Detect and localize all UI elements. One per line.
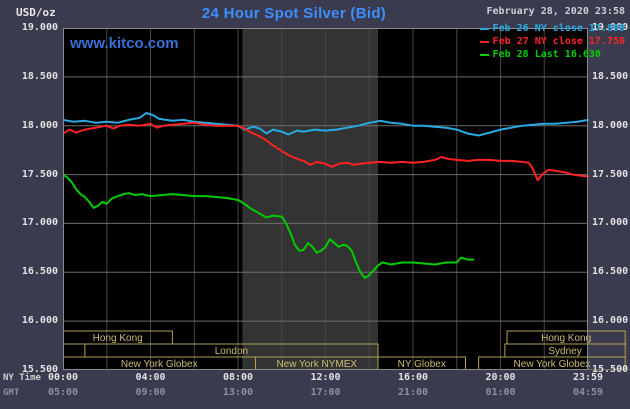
session-box [377, 356, 466, 370]
x-tick-gmt: 01:00 [485, 387, 516, 398]
legend-line-marker [479, 53, 489, 56]
plot-border [63, 28, 588, 370]
x-tick-gmt: 13:00 [222, 387, 254, 398]
y-axis-tick-right: 18.500 [592, 70, 629, 82]
y-axis-tick-left: 18.500 [21, 70, 58, 82]
series-line-feb-26 [63, 112, 589, 137]
y-axis-tick-left: 19.000 [21, 22, 58, 33]
series-line-feb-27 [63, 121, 589, 182]
legend-label: Feb 28 Last 16.630 [492, 49, 601, 60]
session-label: Hong Kong [93, 333, 143, 344]
legend-item-2: Feb 28 Last 16.630 [479, 48, 625, 61]
y-axis-tick-right: 19.000 [592, 22, 629, 33]
ny-time-axis-title: NY Time [3, 373, 41, 383]
session-box [478, 356, 626, 370]
legend-line-marker [479, 27, 489, 30]
legend-label: Feb 26 NY close 17.890 [492, 23, 625, 34]
x-tick-gmt: 17:00 [310, 387, 341, 398]
session-label: New York NYMEX [276, 359, 357, 370]
y-axis-tick-left: 16.000 [21, 315, 58, 327]
y-axis-tick-left: 18.000 [21, 119, 58, 131]
y-axis-tick-left: 17.000 [21, 217, 58, 229]
chart-title: 24 Hour Spot Silver (Bid) [201, 5, 387, 22]
y-axis-tick-right: 15.500 [592, 364, 629, 375]
legend-item-1: Feb 27 NY close 17.750 [479, 35, 625, 48]
units-label: USD/oz [16, 6, 56, 19]
gmt-axis-title: GMT [3, 388, 20, 398]
legend-item-0: Feb 26 NY close 17.890 [479, 22, 625, 35]
y-axis-tick-left: 17.500 [21, 168, 58, 180]
x-tick-ny: 12:00 [310, 372, 341, 383]
x-tick-ny: 08:00 [222, 372, 254, 383]
y-axis-tick-right: 18.000 [592, 119, 629, 131]
legend: Feb 26 NY close 17.890 Feb 27 NY close 17… [479, 22, 625, 61]
x-tick-ny: 00:00 [47, 372, 79, 383]
nymex-session-band [242, 28, 378, 370]
x-tick-gmt: 21:00 [397, 387, 429, 398]
legend-line-marker [479, 40, 489, 43]
plot-area: Hong Kong Hong Kong London Sydney New York G… [63, 28, 626, 370]
y-axis-tick-right: 17.500 [592, 168, 629, 180]
legend-label: Feb 27 NY close 17.750 [492, 36, 625, 47]
x-tick-ny: 16:00 [397, 372, 429, 383]
x-tick-ny: 04:00 [135, 372, 166, 383]
session-label: Hong Kong [541, 333, 591, 344]
y-axis-tick-right: 16.500 [592, 266, 629, 278]
session-label: Sydney [548, 346, 581, 357]
y-axis-tick-right: 16.000 [592, 315, 629, 327]
kitco-watermark-link[interactable]: www.kitco.com [70, 35, 179, 52]
x-tick-ny: 20:00 [485, 372, 516, 383]
y-axis-tick-left: 15.500 [21, 364, 58, 375]
session-label: New York Globex [514, 359, 591, 370]
x-tick-gmt: 09:00 [135, 387, 166, 398]
x-tick-gmt: 05:00 [47, 387, 79, 398]
x-tick-gmt: 04:59 [572, 387, 604, 398]
session-label: New York Globex [121, 359, 198, 370]
datetime-label: February 28, 2020 23:58 [486, 6, 625, 17]
session-label: London [215, 346, 248, 357]
x-tick-ny: 23:59 [572, 372, 604, 383]
y-axis-tick-right: 17.000 [592, 217, 629, 229]
y-axis-tick-left: 16.500 [21, 266, 58, 278]
series-line-feb-28 [63, 173, 475, 280]
session-label: NY Globex [398, 359, 446, 370]
